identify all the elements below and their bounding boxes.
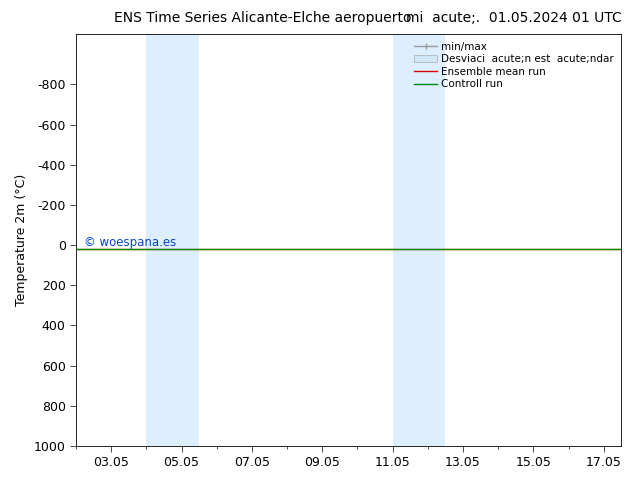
Y-axis label: Temperature 2m (°C): Temperature 2m (°C): [15, 174, 29, 306]
Text: ENS Time Series Alicante-Elche aeropuerto: ENS Time Series Alicante-Elche aeropuert…: [114, 11, 411, 25]
Bar: [392, 34, 446, 446]
Text: mi  acute;.  01.05.2024 01 UTC: mi acute;. 01.05.2024 01 UTC: [406, 11, 621, 25]
Text: © woespana.es: © woespana.es: [84, 236, 176, 248]
Legend: min/max, Desviaci  acute;n est  acute;ndar, Ensemble mean run, Controll run: min/max, Desviaci acute;n est acute;ndar…: [412, 40, 616, 92]
Bar: [146, 34, 199, 446]
